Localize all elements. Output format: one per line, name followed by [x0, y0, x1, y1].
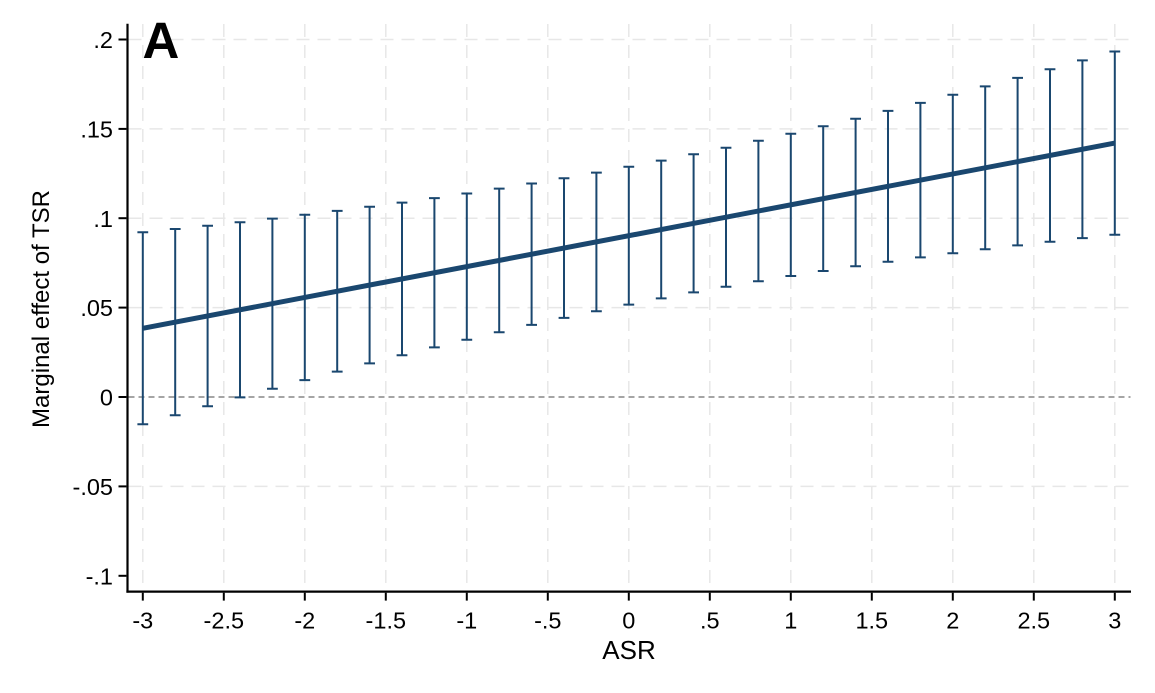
- svg-text:3: 3: [1108, 608, 1121, 634]
- svg-text:1.5: 1.5: [855, 608, 888, 634]
- svg-text:-.1: -.1: [86, 563, 113, 589]
- svg-text:-3: -3: [132, 608, 153, 634]
- svg-text:.1: .1: [93, 206, 113, 232]
- svg-text:2: 2: [946, 608, 959, 634]
- svg-text:Marginal effect of TSR: Marginal effect of TSR: [28, 190, 55, 428]
- svg-text:.5: .5: [700, 608, 720, 634]
- svg-text:1: 1: [784, 608, 797, 634]
- svg-text:.2: .2: [93, 27, 113, 53]
- svg-text:-2.5: -2.5: [204, 608, 245, 634]
- svg-text:-.05: -.05: [73, 474, 114, 500]
- svg-text:-1.5: -1.5: [366, 608, 407, 634]
- svg-text:0: 0: [622, 608, 635, 634]
- svg-text:.05: .05: [80, 295, 113, 321]
- svg-text:-.5: -.5: [534, 608, 561, 634]
- svg-text:ASR: ASR: [602, 635, 655, 665]
- svg-text:2.5: 2.5: [1017, 608, 1050, 634]
- svg-text:-1: -1: [456, 608, 477, 634]
- svg-text:.15: .15: [80, 117, 113, 143]
- svg-text:A: A: [143, 12, 180, 69]
- svg-text:0: 0: [100, 385, 113, 411]
- svg-text:-2: -2: [294, 608, 315, 634]
